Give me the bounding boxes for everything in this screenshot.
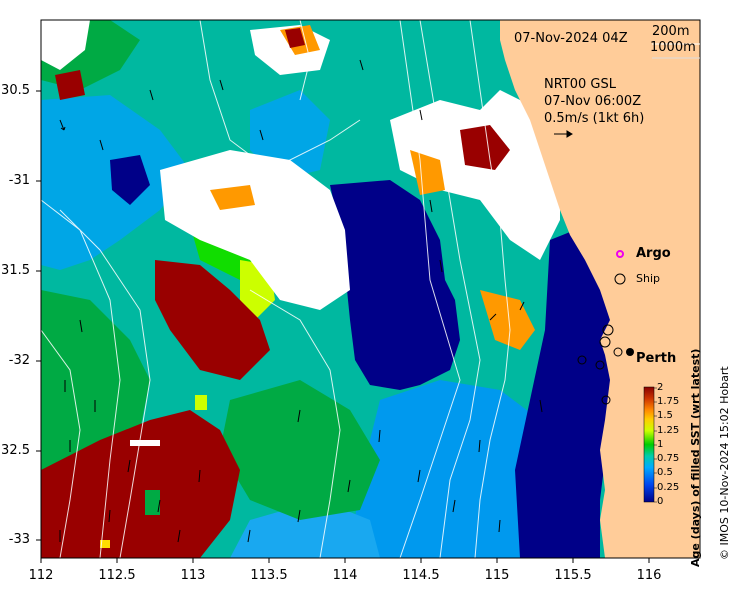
colorbar-title: Age (days) of filled SST (wrt latest) [689, 348, 702, 567]
lon-tick-label: 115 [484, 568, 510, 583]
ship-marker [599, 336, 611, 348]
age-patch-yellow [195, 395, 207, 410]
age-zone-dark-blue-coastal [515, 230, 615, 558]
perth-label: Perth [636, 351, 677, 366]
age-zone-light-blue-south [350, 380, 560, 558]
ship-marker [595, 360, 605, 370]
contour-label-200m: 200m [652, 24, 690, 39]
no-data-white [160, 150, 350, 310]
no-data-white [41, 20, 90, 70]
colorbar-tick-label: 0.5 [657, 467, 673, 478]
lon-tick-label: 113 [180, 568, 206, 583]
age-zone-dark-red [155, 260, 270, 380]
colorbar-ticks [654, 387, 657, 503]
colorbar-tick-label: 0.25 [657, 482, 680, 493]
lon-tick-label: 112.5 [98, 568, 136, 583]
lon-tick-label: 112 [28, 568, 54, 583]
contour-label-1000m: 1000m [650, 40, 696, 55]
age-patch-green [145, 490, 160, 515]
argo-legend-label: Argo [636, 246, 671, 261]
lat-tick-label: -33 [8, 532, 30, 547]
plot-frame [40, 19, 701, 559]
lon-tick-label: 114.5 [402, 568, 440, 583]
age-patch-white [130, 440, 160, 446]
age-zone-dark-red [41, 410, 240, 558]
colorbar-tick-label: 2 [657, 382, 664, 393]
lon-tick-label: 115.5 [554, 568, 592, 583]
map-date-label: 07-Nov-2024 04Z [514, 31, 628, 46]
ship-legend-label: Ship [636, 272, 660, 285]
colorbar-tick-label: 0.75 [657, 453, 680, 464]
ship-marker [601, 395, 611, 405]
lat-tick-label: -31 [8, 173, 30, 188]
lon-tick-label: 113.5 [250, 568, 288, 583]
argo-legend-marker [616, 250, 624, 258]
lon-tick-label: 114 [332, 568, 358, 583]
current-time-label: 07-Nov 06:00Z [544, 94, 642, 109]
ship-marker [577, 355, 587, 365]
credit-label: © IMOS 10-Nov-2024 15:02 Hobart [718, 366, 731, 560]
ship-legend-marker [614, 273, 626, 285]
age-zone-orange [480, 290, 535, 350]
lat-tick-label: 31.5 [1, 263, 30, 278]
age-zone-orange [410, 150, 445, 195]
colorbar-tick-label: 1 [657, 439, 664, 450]
age-zone-light-blue-south [230, 500, 380, 558]
age-zone-dark-blue-small [110, 155, 150, 205]
lat-tick-label: -32 [8, 353, 30, 368]
no-data-white [390, 90, 560, 260]
current-scale-arrow [554, 130, 573, 138]
bathymetry-contours [41, 20, 511, 558]
y-axis-ticks [36, 90, 41, 541]
perth-marker [626, 348, 634, 356]
age-zone-dark-red [460, 125, 510, 170]
age-zone-dark-red [55, 70, 85, 100]
colorbar-tick-label: 1.5 [657, 410, 673, 421]
lat-tick-label: 30.5 [1, 83, 30, 98]
current-vectors [59, 59, 543, 543]
age-zone-dark-red [285, 28, 305, 48]
ship-marker [613, 347, 623, 357]
current-scale-label: 0.5m/s (1kt 6h) [544, 111, 645, 126]
lat-tick-label: 32.5 [1, 443, 30, 458]
current-product-title: NRT00 GSL [544, 77, 616, 92]
age-zone-dark-blue [330, 180, 460, 390]
ship-marker [602, 324, 614, 336]
colorbar-tick-label: 1.75 [657, 396, 680, 407]
colorbar-tick-label: 0 [657, 496, 664, 507]
age-zone-green [220, 380, 380, 520]
colorbar-tick-label: 1.25 [657, 425, 680, 436]
x-axis-ticks [40, 558, 650, 563]
age-patch-yellow [100, 540, 110, 548]
age-zone-orange [210, 185, 255, 210]
colorbar [643, 386, 655, 503]
lon-tick-label: 116 [636, 568, 662, 583]
